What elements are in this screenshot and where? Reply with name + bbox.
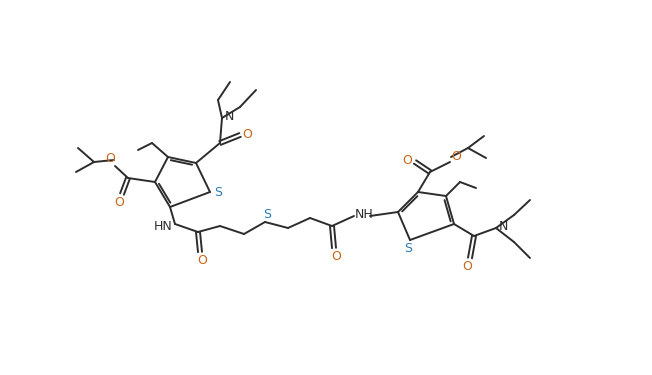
Text: S: S — [404, 243, 412, 255]
Text: O: O — [331, 249, 341, 262]
Text: HN: HN — [154, 220, 172, 234]
Text: N: N — [224, 111, 233, 123]
Text: O: O — [402, 153, 412, 166]
Text: O: O — [451, 150, 461, 162]
Text: O: O — [197, 254, 207, 267]
Text: O: O — [242, 129, 252, 141]
Text: N: N — [498, 220, 508, 234]
Text: O: O — [105, 153, 115, 165]
Text: O: O — [462, 260, 472, 273]
Text: NH: NH — [355, 207, 374, 220]
Text: S: S — [263, 207, 271, 220]
Text: S: S — [214, 186, 222, 200]
Text: O: O — [114, 195, 124, 208]
